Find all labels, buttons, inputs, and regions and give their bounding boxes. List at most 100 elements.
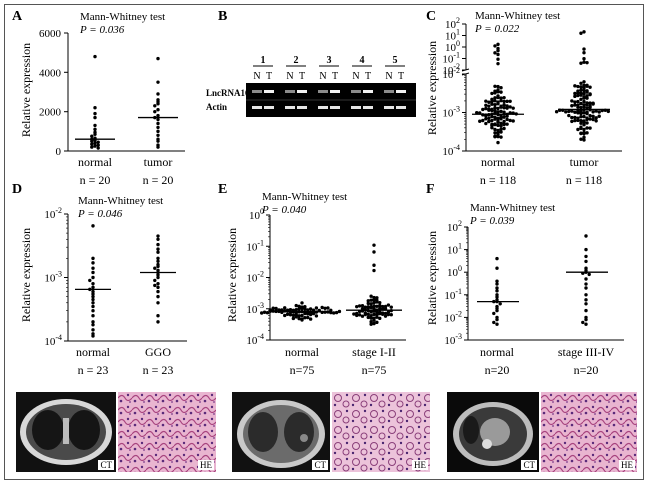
gel-lane-nt: T	[299, 71, 305, 82]
panel-e-point	[380, 311, 385, 315]
panel-d-point	[91, 285, 95, 290]
panel-e-ytick: 10-2	[246, 270, 264, 285]
panel-c-point	[567, 113, 571, 118]
panel-c-point	[570, 109, 574, 113]
panel-e-point	[357, 313, 362, 317]
panel-c-point	[582, 138, 586, 142]
panel-d-point	[156, 259, 160, 263]
panel-e-point	[311, 308, 316, 312]
panel-c-point	[493, 117, 497, 121]
panel-e-point	[294, 308, 298, 312]
panel-e-point	[366, 315, 370, 320]
panel-e-plot	[259, 243, 402, 326]
panel-d-point	[91, 314, 95, 318]
panel-e-point	[360, 314, 365, 318]
panel-e-point	[308, 312, 313, 317]
gel-band-actin	[330, 106, 340, 109]
panel-d-point	[91, 328, 95, 332]
panel-e-point	[285, 312, 290, 316]
panel-c-point	[591, 117, 595, 122]
panel-c-point	[502, 110, 506, 114]
panel-a-point	[93, 141, 97, 145]
panel-c-point	[496, 57, 500, 61]
panel-c-point	[493, 127, 497, 132]
ct-label: CT	[312, 460, 328, 470]
panel-e-point	[372, 243, 376, 247]
panel-d-ylabel: Relative expression	[19, 228, 33, 322]
panel-d-point	[156, 289, 160, 294]
panel-c-point	[570, 119, 574, 124]
panel-d-point	[91, 266, 95, 270]
panel-c-point	[579, 31, 583, 35]
panel-f-plot	[477, 234, 608, 326]
panel-d-point	[91, 292, 95, 296]
panel-c-point	[585, 131, 589, 135]
panel-c-point	[585, 60, 589, 65]
panel-e-point	[291, 316, 296, 321]
panel-e-point	[320, 305, 324, 310]
panel-f-ytick: 101	[447, 242, 462, 257]
panel-c-point	[502, 115, 506, 119]
panel-c-point	[496, 116, 500, 121]
panel-d-point	[91, 270, 95, 275]
panel-c-point	[579, 101, 583, 106]
panel-c-point	[502, 119, 506, 124]
gel-row-actin: Actin	[206, 102, 227, 112]
panel-e-point	[383, 314, 388, 318]
panel-d-point	[91, 304, 95, 309]
panel-c-point	[508, 118, 512, 123]
panel-e-point	[369, 322, 373, 326]
panel-c-point	[585, 101, 589, 105]
panel-c-point	[585, 89, 589, 93]
panel-e-point	[366, 299, 370, 303]
panel-label-b: B	[218, 9, 227, 24]
panel-c-point	[570, 99, 574, 103]
panel-c-ytick: 101	[445, 28, 460, 43]
panel-e-axes: 100 10-1 10-2 10-3 10-4	[246, 207, 406, 347]
panel-c-point	[499, 121, 503, 125]
panel-c-point	[496, 48, 500, 53]
panel-d-point	[156, 320, 160, 324]
panel-c-point	[481, 107, 485, 112]
panel-c-point	[496, 123, 500, 128]
gel-lane-nt: T	[266, 71, 272, 82]
panel-e-point	[271, 306, 275, 310]
gel-lane-number: 5	[393, 55, 398, 66]
panel-c-point	[588, 92, 592, 96]
panel-e-point	[300, 301, 304, 305]
panel-d-point	[91, 320, 95, 324]
panel-e-point	[303, 311, 307, 316]
panel-f-ytick: 10-2	[444, 309, 462, 324]
panel-e-test: Mann-Whitney test	[262, 191, 347, 203]
panel-f-point	[492, 311, 496, 316]
ct-label: CT	[98, 460, 114, 470]
panel-e-point	[297, 304, 301, 308]
panel-a-point	[153, 109, 157, 114]
panel-c-point	[490, 114, 494, 119]
panel-d-test: Mann-Whitney test	[78, 195, 163, 207]
panel-a-category: tumor	[144, 155, 173, 169]
panel-e-point	[323, 306, 327, 310]
gel-band-lncrna16	[285, 90, 295, 93]
panel-c-point	[499, 96, 503, 100]
panel-f-point	[584, 259, 588, 264]
panel-e-point	[360, 306, 365, 311]
panel-d-point	[153, 278, 157, 283]
panel-c-point	[496, 133, 500, 137]
panel-f-point	[495, 256, 499, 261]
panel-c-point	[585, 117, 589, 122]
panel-a-n: n = 20	[80, 173, 111, 187]
panel-f-n: n=20	[485, 363, 510, 377]
gel-band-lncrna16	[318, 90, 328, 93]
panel-c-point	[484, 99, 488, 103]
panel-c-point	[585, 83, 589, 87]
panel-d-point	[153, 283, 157, 288]
panel-a-axes	[64, 32, 185, 152]
panel-c-point	[484, 103, 488, 107]
panel-c-point	[582, 91, 586, 96]
panel-c-point	[576, 127, 580, 132]
ct-image-2: CT	[232, 392, 330, 472]
panel-label-d: D	[12, 182, 22, 197]
panel-f-point	[495, 282, 499, 286]
panel-c-point	[606, 109, 611, 114]
